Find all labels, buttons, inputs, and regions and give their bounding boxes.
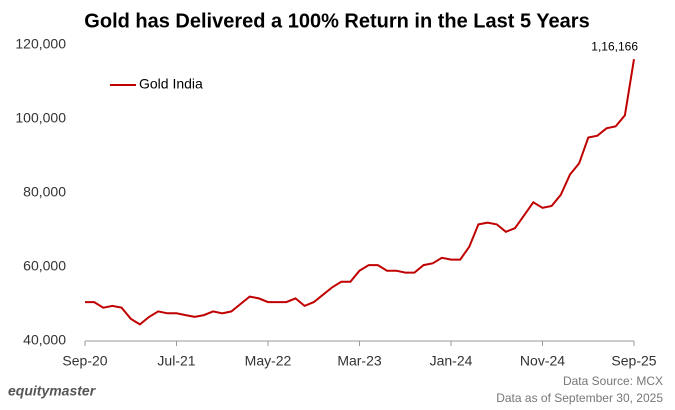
y-tick-label: 80,000 xyxy=(23,184,66,200)
x-tick-label: Nov-24 xyxy=(520,353,565,369)
y-tick-label: 100,000 xyxy=(15,110,66,126)
data-label: 1,16,166 xyxy=(591,39,638,53)
legend-label: Gold India xyxy=(139,76,203,92)
y-tick-label: 120,000 xyxy=(15,36,66,52)
x-tick-label: Jan-24 xyxy=(430,353,473,369)
y-tick-label: 60,000 xyxy=(23,258,66,274)
chart-title: Gold has Delivered a 100% Return in the … xyxy=(84,10,589,32)
x-tick-label: Sep-25 xyxy=(611,353,656,369)
brand: equitymaster xyxy=(8,383,97,399)
note: Data as of September 30, 2025 xyxy=(496,391,663,405)
x-tick-label: May-22 xyxy=(245,353,292,369)
x-tick-label: Sep-20 xyxy=(62,353,107,369)
line xyxy=(85,59,635,326)
x-tick-label: Mar-23 xyxy=(337,353,382,369)
y-tick-label: 40,000 xyxy=(23,332,66,348)
source: Data Source: MCX xyxy=(563,374,663,388)
x-tick-label: Jul-21 xyxy=(157,353,195,369)
